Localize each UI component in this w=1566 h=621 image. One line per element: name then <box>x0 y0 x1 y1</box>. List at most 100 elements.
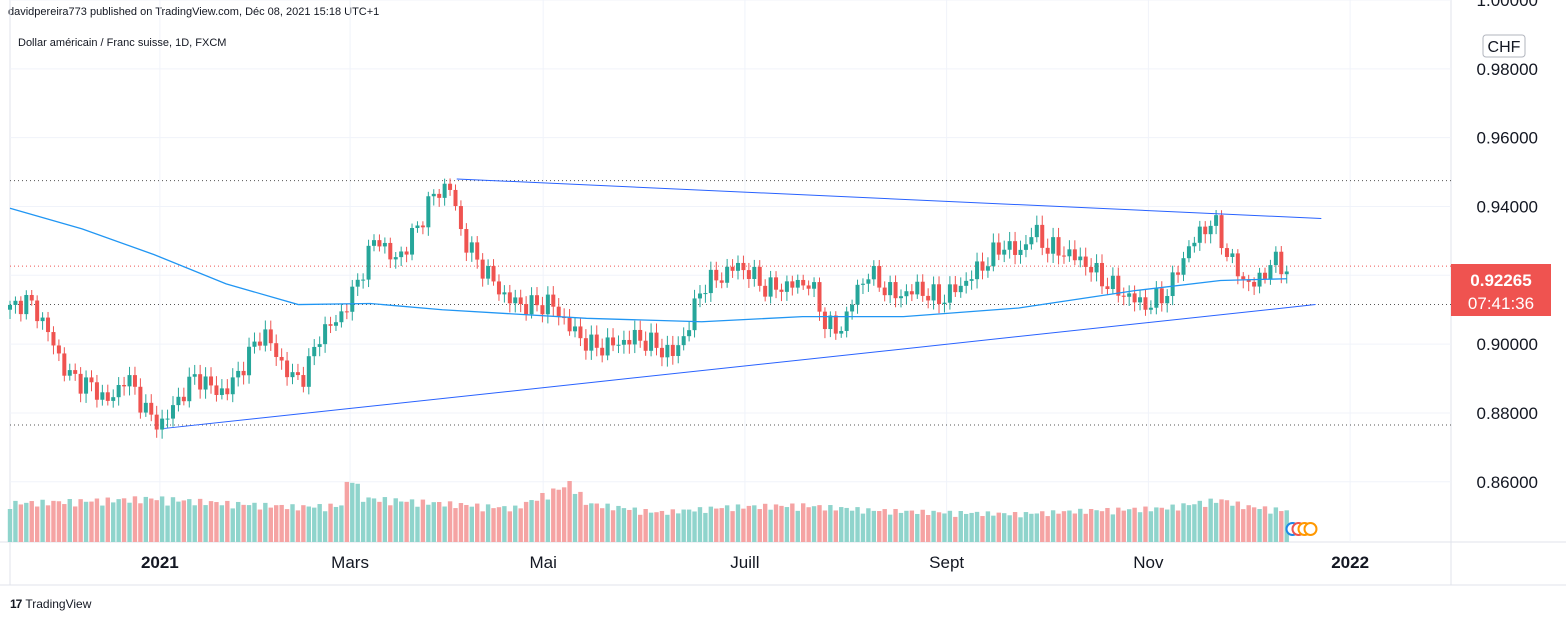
candle-body <box>1127 293 1132 297</box>
candle-body <box>1219 215 1224 249</box>
candle-body <box>833 315 838 334</box>
volume-bar <box>1088 509 1094 542</box>
x-tick-label: Mars <box>331 553 369 572</box>
candle-body <box>790 281 795 288</box>
candle-body <box>209 376 214 386</box>
volume-bar <box>306 506 312 542</box>
volume-bar <box>230 508 235 542</box>
volume-bar <box>730 511 735 542</box>
y-tick-label: 0.98000 <box>1477 60 1538 79</box>
volume-bar <box>1197 500 1202 542</box>
candle-body <box>1197 226 1202 243</box>
candle-body <box>518 297 523 305</box>
volume-bar <box>806 507 811 542</box>
candle-body <box>252 341 257 347</box>
candle-body <box>975 261 980 280</box>
volume-bar <box>72 506 78 542</box>
candle-body <box>1061 255 1066 257</box>
volume-bar <box>583 504 589 542</box>
candle-body <box>1284 271 1289 275</box>
candle-body <box>415 225 420 229</box>
candle-body <box>13 300 18 305</box>
candle-body <box>1241 276 1246 280</box>
candle-body <box>784 281 789 292</box>
volume-bar <box>752 505 757 542</box>
volume-bar <box>83 501 89 542</box>
candle-body <box>904 291 909 297</box>
candle-body <box>1029 237 1034 245</box>
x-tick-label: 2021 <box>141 553 179 572</box>
candle-body <box>268 329 273 344</box>
volume-bar <box>518 508 523 542</box>
candle-body <box>496 281 501 295</box>
candle-body <box>980 261 985 271</box>
candle-body <box>1051 237 1056 254</box>
volume-bar <box>1170 504 1175 542</box>
volume-bar <box>648 512 654 542</box>
candle-body <box>350 286 355 312</box>
volume-bar <box>317 504 322 542</box>
candle-body <box>62 353 67 376</box>
candle-body <box>170 405 175 419</box>
volume-bar <box>208 501 214 542</box>
volume-bar <box>741 508 746 542</box>
volume-bar <box>1132 507 1137 542</box>
candle-body <box>757 266 762 286</box>
candle-body <box>1078 256 1083 261</box>
candle-body <box>540 305 545 315</box>
candle-body <box>801 279 806 286</box>
candle-body <box>763 285 768 297</box>
candle-body <box>687 330 692 337</box>
candle-body <box>203 376 208 390</box>
candle-body <box>1262 272 1267 279</box>
candle-body <box>317 344 322 347</box>
candle-body <box>1089 266 1094 273</box>
volume-bar <box>132 496 138 542</box>
volume-bar <box>1105 507 1110 542</box>
volume-bar <box>121 498 127 542</box>
candle-body <box>94 382 99 400</box>
candle-body <box>1040 224 1045 248</box>
moving-average <box>9 207 1287 323</box>
volume-bar <box>105 497 110 542</box>
volume-bar <box>170 497 176 542</box>
volume-bar <box>154 500 159 542</box>
volume-bar <box>714 508 719 542</box>
price-axis: 1.000000.980000.960000.940000.920000.900… <box>1477 0 1538 492</box>
volume-bar <box>89 501 94 542</box>
candle-body <box>567 317 572 332</box>
volume-bar <box>290 504 295 542</box>
volume-bar <box>1192 504 1197 542</box>
candle-body <box>1013 241 1018 255</box>
candle-body <box>1235 253 1240 277</box>
candle-body <box>985 266 990 271</box>
candle-body <box>1083 256 1088 267</box>
candle-body <box>931 284 936 301</box>
candle-body <box>1176 272 1181 275</box>
volume-bar <box>192 505 197 542</box>
volume-bar <box>1078 508 1083 542</box>
volume-bar <box>176 501 181 542</box>
volume-bar <box>94 498 100 542</box>
candle-body <box>893 282 898 299</box>
horizontal-levels <box>10 180 1451 426</box>
candle-body <box>1148 307 1153 310</box>
volume-bar <box>1273 507 1279 542</box>
tradingview-logo[interactable]: 17 TradingView <box>10 597 91 611</box>
volume-bar <box>811 506 817 542</box>
candle-body <box>812 282 817 289</box>
candle-body <box>116 385 121 398</box>
volume-bar <box>920 509 925 542</box>
candle-body <box>132 375 137 387</box>
volume-bar <box>322 511 328 542</box>
volume-bar <box>40 499 45 542</box>
volume-bar <box>496 507 502 542</box>
volume-bar <box>556 489 561 542</box>
candle-body <box>230 377 235 395</box>
candle-body <box>703 293 708 295</box>
candle-body <box>882 287 887 296</box>
volume-bar <box>371 498 377 542</box>
candle-body <box>730 266 735 271</box>
candle-body <box>839 330 844 334</box>
